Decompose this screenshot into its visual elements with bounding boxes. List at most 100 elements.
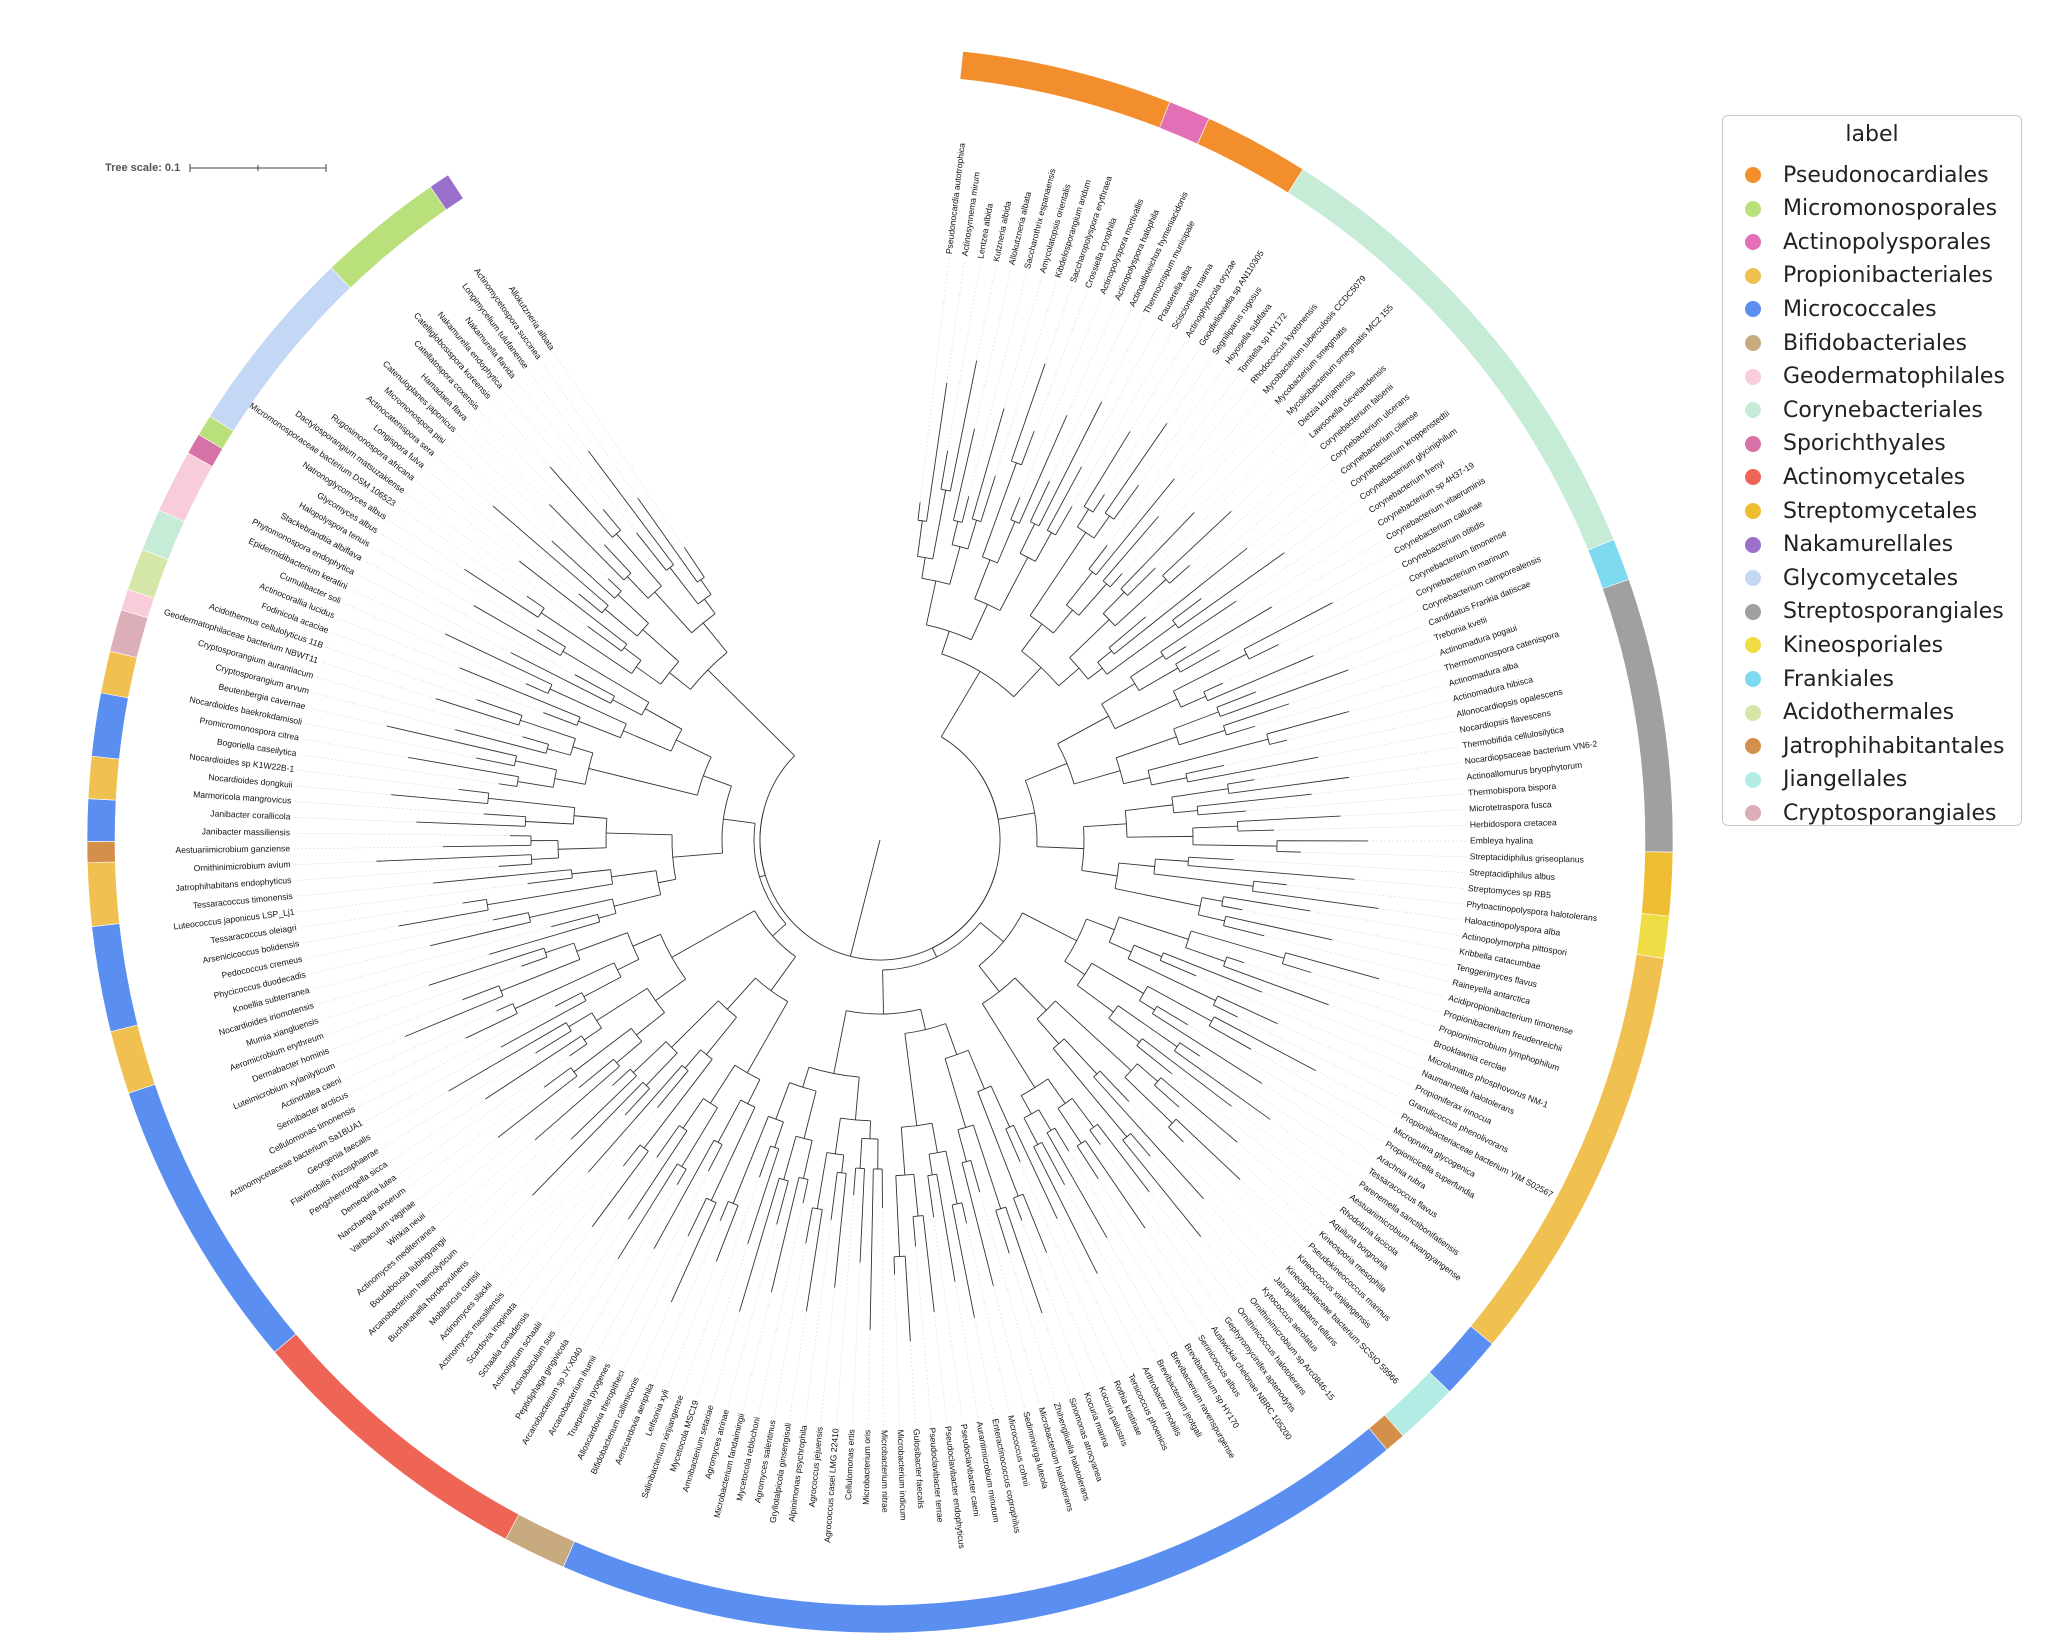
branch-radial [802, 1179, 809, 1204]
branch-radial [510, 652, 611, 704]
branch-radial [1139, 1000, 1155, 1011]
branch-arc [755, 977, 789, 1002]
branch-radial [562, 650, 650, 703]
branch-radial [853, 1168, 857, 1196]
leaf-guide [541, 361, 638, 499]
branch-radial [921, 557, 926, 579]
branch-radial [1147, 985, 1212, 1022]
leaf-guide [1348, 684, 1446, 712]
ring-segment [1197, 118, 1304, 194]
branch-radial [583, 1027, 602, 1041]
branch-radial [949, 360, 978, 492]
branch-radial [830, 1172, 838, 1220]
legend-label: Streptosporangiales [1783, 599, 2004, 625]
leaf-guide [954, 1281, 979, 1418]
branch-radial [492, 505, 609, 606]
branch-radial [1058, 667, 1080, 687]
legend-label: Actinomycetales [1783, 464, 1966, 490]
leaf-guide [381, 1052, 536, 1149]
leaf-guide [1044, 286, 1073, 364]
leaf-guide [305, 723, 477, 759]
branch-radial [549, 504, 625, 581]
leaf-guide [437, 1139, 536, 1225]
branch-arc [941, 653, 1015, 698]
leaf-guide [1222, 595, 1413, 684]
branch-radial [706, 1016, 737, 1055]
branch-radial [715, 1205, 739, 1262]
branch-radial [487, 883, 613, 906]
leaf-guide [1104, 348, 1200, 495]
branch-radial [428, 947, 545, 986]
branch-radial [1036, 1018, 1060, 1044]
branch-radial [645, 1052, 678, 1086]
branch-arc [1212, 995, 1219, 1006]
branch-radial [739, 1178, 780, 1312]
branch-arc [1124, 1063, 1138, 1078]
branch-radial [1036, 846, 1084, 850]
legend-item: Streptomycetales [1745, 496, 1977, 526]
legend-swatch [1745, 503, 1761, 519]
branch-radial [1266, 711, 1349, 735]
leaf-guide [867, 1329, 871, 1426]
branch-radial [587, 626, 622, 652]
branch-radial [1120, 512, 1195, 590]
leaf-guide [528, 370, 589, 452]
leaf-guide [789, 1311, 807, 1420]
branch-radial [854, 1077, 860, 1120]
branch-arc [518, 715, 523, 726]
branch-radial [1127, 958, 1216, 1001]
leaf-guide [1033, 291, 1087, 432]
branch-radial [926, 382, 948, 522]
branch-arc [1223, 725, 1227, 736]
ring-segment [1636, 913, 1670, 959]
leaf-guide [380, 533, 538, 630]
legend-label: Kineosporiales [1783, 632, 1944, 658]
branch-radial [540, 612, 632, 674]
leaf-guide [1223, 715, 1453, 766]
branch-radial [1169, 565, 1191, 584]
legend-label: Bifidobacteriales [1783, 330, 1967, 356]
legend-swatch [1745, 805, 1761, 822]
leaf-guide [1171, 1073, 1338, 1207]
branch-arc [560, 646, 566, 656]
leaf-guide [309, 707, 388, 727]
branch-radial [435, 698, 519, 726]
branch-radial [1221, 905, 1243, 911]
legend-item: Geodermatophilales [1745, 362, 2005, 392]
leaf-guide [1148, 1191, 1237, 1306]
branch-arc [565, 1022, 572, 1032]
leaf-guide [1233, 859, 1466, 873]
branch-radial [1038, 1109, 1052, 1131]
branch-radial [1097, 1124, 1150, 1193]
branch-radial [904, 1256, 911, 1342]
branch-radial [404, 995, 504, 1037]
leaf-label: Pseudoclavibacter terrae [927, 1427, 945, 1523]
branch-radial [655, 978, 686, 1002]
branch-radial [931, 1123, 938, 1153]
leaf-guide [1378, 908, 1461, 921]
branch-radial [1010, 497, 1021, 520]
branch-arc [1097, 661, 1108, 675]
branch-arc [537, 607, 545, 618]
branch-radial [1160, 960, 1197, 977]
branch-radial [1081, 870, 1118, 877]
branch-radial [1087, 667, 1103, 680]
leaf-guide [332, 999, 463, 1050]
leaf-guide [457, 433, 609, 579]
order-color-ring [86, 51, 1674, 1634]
branch-radial [1269, 739, 1288, 745]
branch-radial [1227, 779, 1255, 785]
branch-radial [1052, 1048, 1128, 1138]
leaf-guide [894, 1274, 900, 1426]
legend-swatch [1745, 671, 1761, 687]
leaf-guide [976, 265, 997, 361]
ring-segment [1602, 579, 1674, 853]
branch-radial [895, 1175, 901, 1257]
leaf-guide [357, 574, 511, 653]
legend-label: Acidothermales [1783, 700, 1955, 726]
branch-radial [1013, 1197, 1023, 1221]
branch-radial [623, 730, 672, 752]
branch-arc [734, 1064, 761, 1080]
branch-radial [1014, 977, 1047, 1011]
